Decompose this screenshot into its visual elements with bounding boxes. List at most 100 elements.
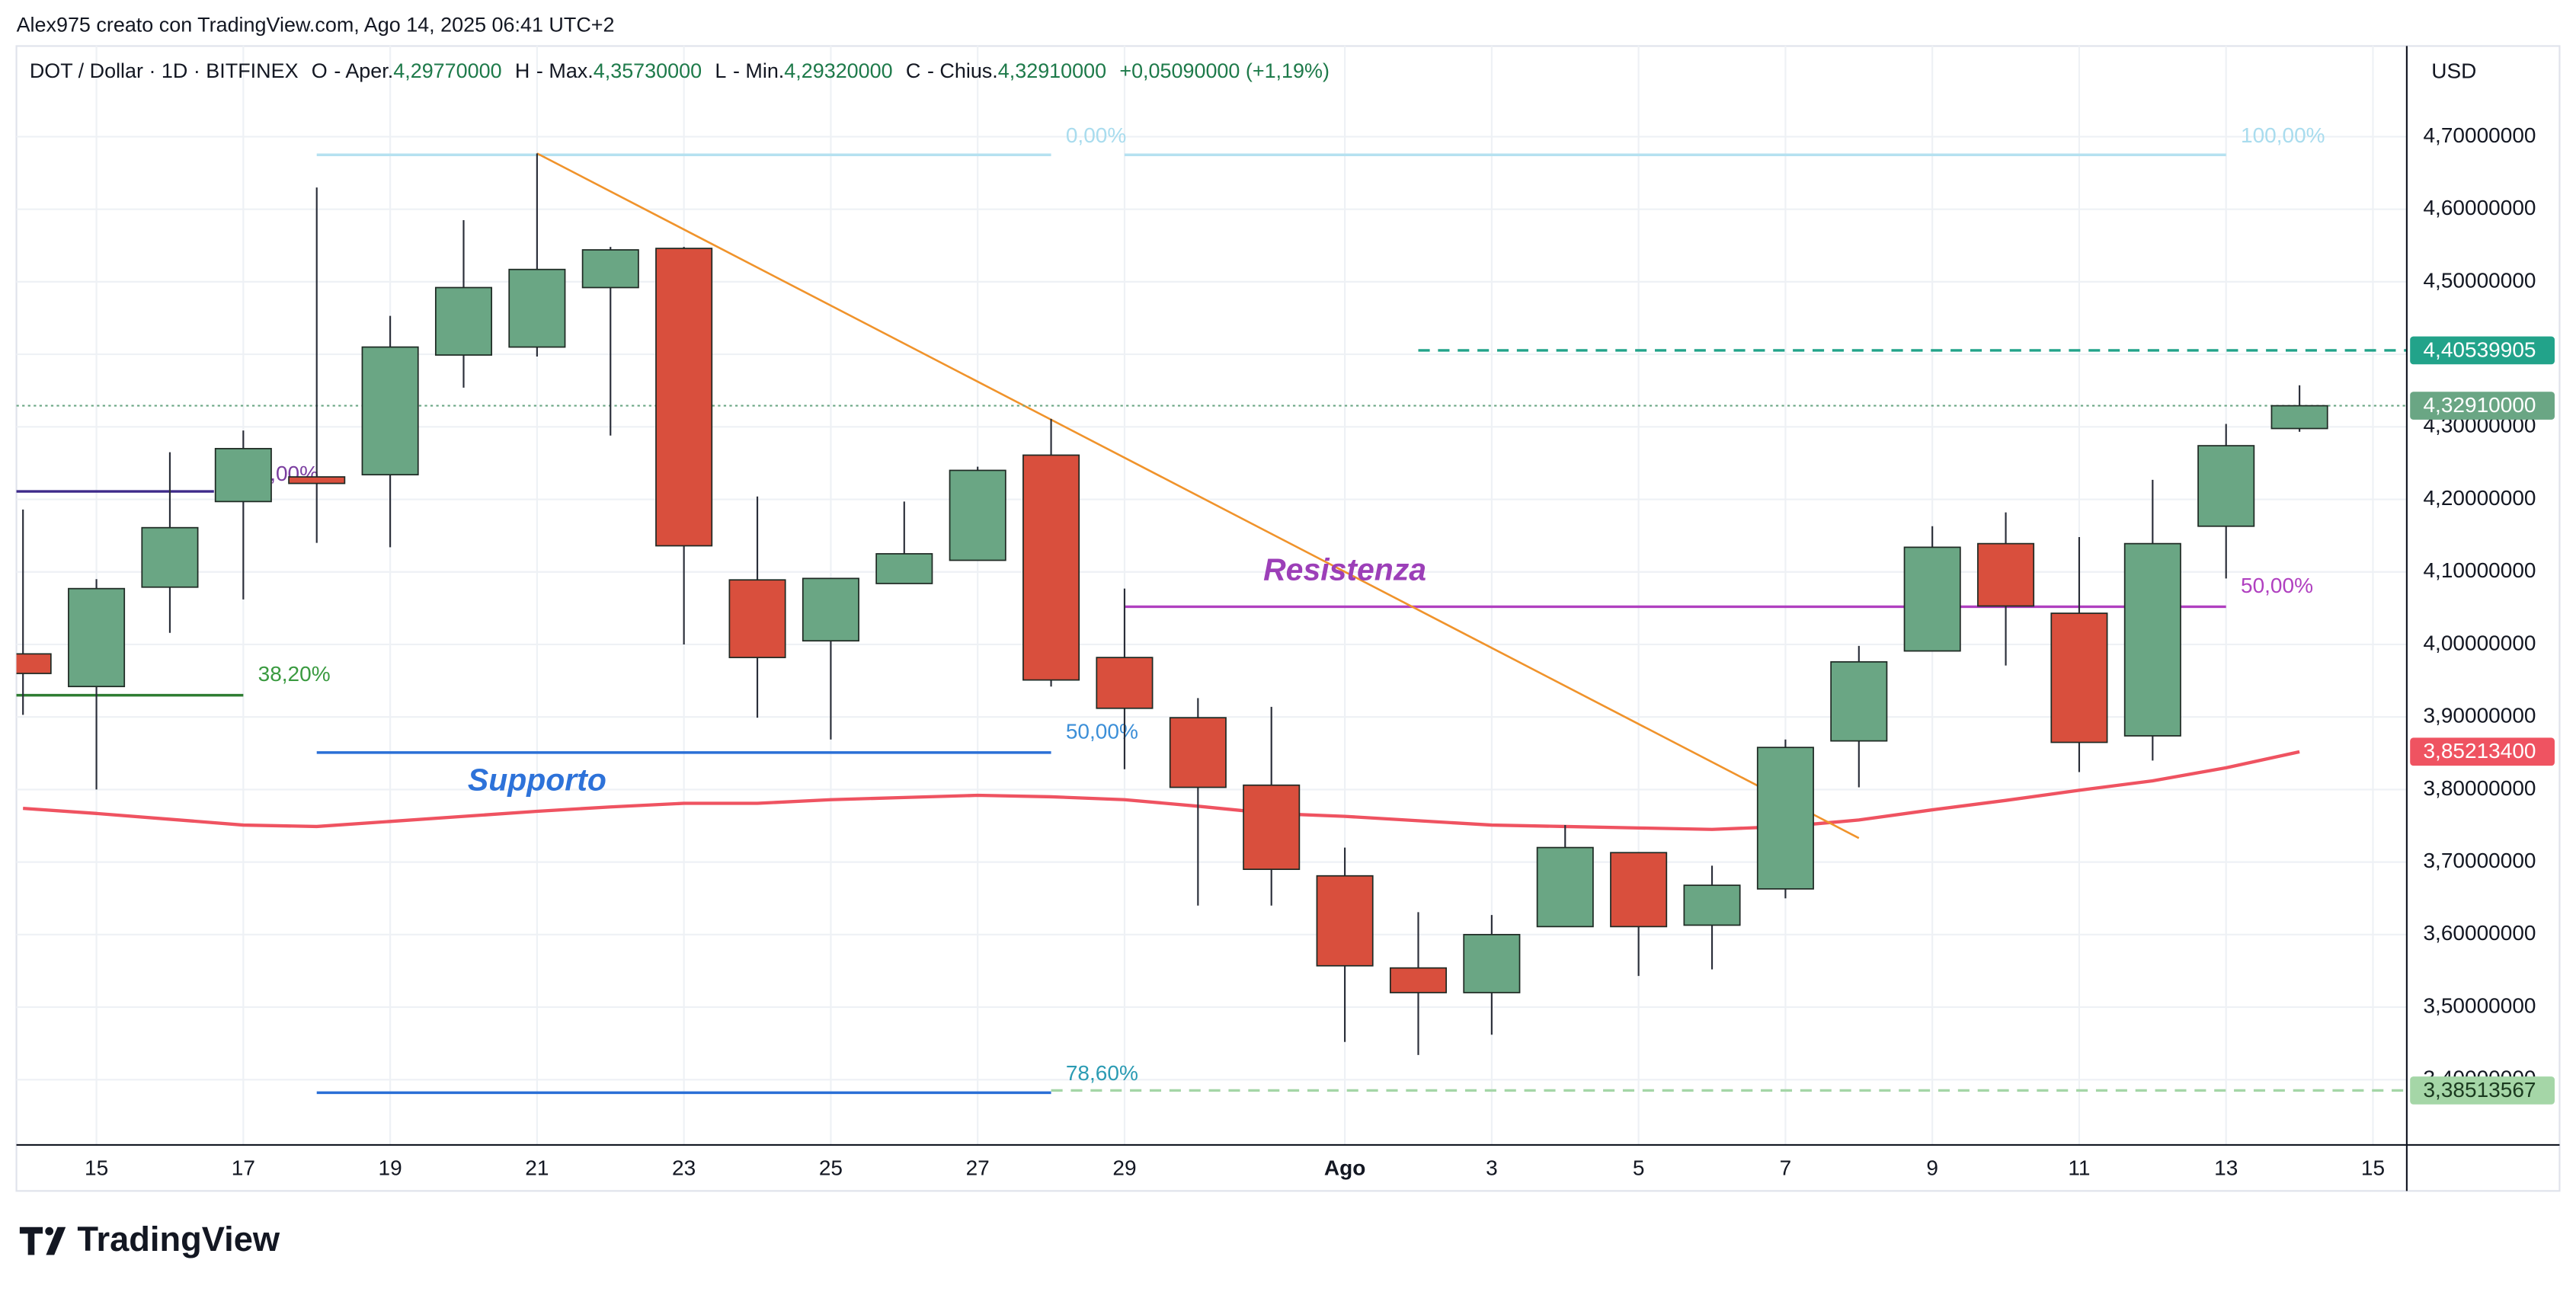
x-tick-label: 23 — [672, 1156, 696, 1180]
symbol: DOT / Dollar · 1D · BITFINEX — [30, 59, 299, 82]
fib-label: 50,00% — [1066, 719, 1138, 743]
fib-label: 38,20% — [258, 662, 331, 686]
candle-body — [1096, 657, 1154, 709]
candle-body — [1022, 454, 1080, 681]
candle-body — [581, 249, 639, 289]
candle-body — [728, 579, 786, 658]
price-tag-label: 3,85213400 — [2423, 739, 2536, 763]
candle-body — [2123, 542, 2181, 737]
legend-value: 4,29320000 — [784, 59, 892, 82]
x-tick-label: 15 — [85, 1156, 108, 1180]
x-tick-label: 9 — [1926, 1156, 1938, 1180]
candle-body — [16, 653, 52, 674]
legend-label: - Aper. — [334, 59, 393, 82]
y-tick-label: 4,60000000 — [2423, 196, 2536, 219]
trendline — [536, 152, 1860, 839]
candle-body — [1756, 747, 1814, 890]
legend-key: H — [515, 59, 530, 82]
y-tick-label: 4,10000000 — [2423, 558, 2536, 582]
candle-body — [802, 577, 859, 642]
candle-body — [1830, 660, 1888, 742]
candle-body — [1977, 542, 2035, 607]
candle-body — [1610, 852, 1668, 928]
legend-label: - Min. — [733, 59, 784, 82]
candle-body — [1169, 717, 1227, 788]
axes: 3,400000003,500000003,600000003,70000000… — [16, 46, 2560, 1191]
legend-key: L — [715, 59, 726, 82]
price-tag — [2410, 737, 2555, 766]
plot: 0,00% 100,00%50,00%78,60%0,00%38,20%50,00… — [16, 123, 2407, 1095]
price-tag-label: 4,40539905 — [2423, 337, 2536, 361]
candle-body — [2050, 612, 2108, 744]
watermark: Alex975 creato con TradingView.com, Ago … — [17, 14, 615, 37]
price-tag-label: 4,32910000 — [2423, 393, 2536, 417]
brand-name: TradingView — [77, 1220, 280, 1258]
moving-average — [23, 750, 2300, 831]
candle-body — [434, 286, 493, 356]
x-tick-label: 21 — [525, 1156, 549, 1180]
x-tick-label: 25 — [819, 1156, 843, 1180]
y-tick-label: 4,50000000 — [2423, 268, 2536, 292]
price-tag — [2410, 1076, 2555, 1105]
ohlc-legend: DOT / Dollar · 1D · BITFINEX O - Aper.4,29… — [30, 59, 1330, 82]
candle-body — [1463, 933, 1521, 993]
x-tick-label: 11 — [2068, 1156, 2090, 1180]
candle-body — [1903, 546, 1961, 652]
legend-change: +0,05090000 (+1,19%) — [1119, 59, 1330, 82]
price-tag-label: 3,38513567 — [2423, 1078, 2536, 1102]
annotation: Resistenza — [1263, 552, 1426, 587]
y-tick-label: 3,80000000 — [2423, 776, 2536, 800]
legend-value: 4,29770000 — [393, 59, 501, 82]
candle-body — [288, 476, 346, 484]
currency: USD — [2431, 59, 2476, 82]
fib-label: 100,00% — [2241, 123, 2325, 147]
legend-label: - Chius. — [927, 59, 998, 82]
candle-body — [1536, 846, 1594, 928]
candle-body — [655, 248, 713, 547]
candle-body — [2197, 445, 2255, 527]
candle-body — [1389, 967, 1448, 993]
x-tick-label: 19 — [379, 1156, 402, 1180]
fib-label: 0,00% — [1066, 123, 1126, 147]
candle-body — [361, 346, 419, 476]
frame — [15, 45, 2561, 1192]
candle-body — [875, 553, 933, 584]
legend-value: 4,32910000 — [998, 59, 1106, 82]
x-tick-label: 5 — [1633, 1156, 1645, 1180]
x-tick-label: 7 — [1780, 1156, 1792, 1180]
grid — [16, 46, 2407, 1145]
y-tick-label: 4,70000000 — [2423, 123, 2536, 147]
candle-body — [949, 469, 1006, 561]
logo-mark — [19, 1226, 66, 1255]
candle-body — [141, 526, 199, 588]
candle-body — [1243, 784, 1301, 871]
y-tick-label: 4,00000000 — [2423, 631, 2536, 654]
logo-dot — [45, 1226, 54, 1236]
brand-logo: TradingView — [19, 1220, 280, 1258]
y-tick-label: 3,60000000 — [2423, 921, 2536, 945]
y-tick-label: 4,20000000 — [2423, 486, 2536, 510]
x-tick-label: 29 — [1112, 1156, 1136, 1180]
legend-key: O — [312, 59, 328, 82]
price-tag — [2410, 336, 2555, 365]
x-tick-label: 13 — [2214, 1156, 2238, 1180]
candle-body — [68, 587, 126, 688]
y-tick-label: 3,90000000 — [2423, 704, 2536, 728]
legend-key: C — [906, 59, 920, 82]
candle-body — [508, 268, 566, 348]
price-tag — [2410, 392, 2555, 420]
y-tick-label: 3,50000000 — [2423, 993, 2536, 1017]
legend-label: - Max. — [536, 59, 594, 82]
candle-body — [2270, 405, 2328, 430]
candle-body — [1316, 875, 1374, 967]
candle-body — [214, 448, 272, 503]
x-tick-label: Ago — [1324, 1156, 1365, 1180]
legend-value: 4,35730000 — [594, 59, 702, 82]
x-tick-label: 3 — [1486, 1156, 1498, 1180]
candle-body — [1683, 884, 1741, 926]
fib-label: 50,00% — [2241, 574, 2313, 597]
y-tick-label: 3,70000000 — [2423, 849, 2536, 872]
x-tick-label: 27 — [966, 1156, 990, 1180]
